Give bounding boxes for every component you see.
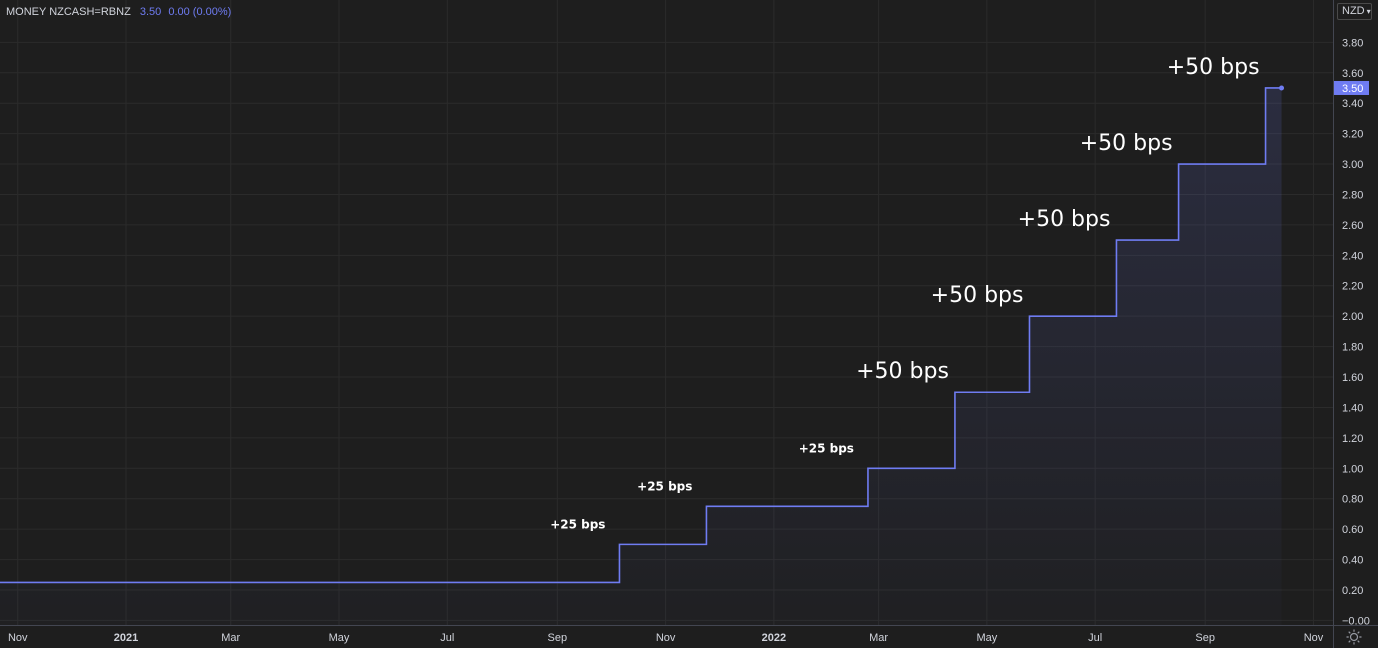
- annotation-label: +25 bps: [550, 517, 605, 531]
- y-tick-label: 0.80: [1342, 494, 1363, 506]
- y-tick-label: 3.80: [1342, 37, 1363, 49]
- y-tick-label: −0.00: [1342, 615, 1370, 627]
- x-tick-label: Jul: [440, 632, 454, 644]
- currency-selector[interactable]: NZD ▾: [1337, 3, 1372, 20]
- x-tick-label: 2022: [762, 632, 786, 644]
- x-tick-label: May: [329, 632, 350, 644]
- x-tick-label: Mar: [869, 632, 888, 644]
- gear-icon[interactable]: [1345, 628, 1363, 646]
- y-tick-label: 3.60: [1342, 68, 1363, 80]
- last-value: 3.50: [139, 6, 162, 18]
- y-tick-label: 1.20: [1342, 433, 1363, 445]
- area-fill: [0, 87, 1282, 625]
- x-tick-label: Nov: [8, 632, 28, 644]
- series-line: [0, 87, 1282, 584]
- x-tick-label: Nov: [656, 632, 676, 644]
- price-tag: [1334, 80, 1369, 95]
- chevron-down-icon: ▾: [1366, 7, 1371, 16]
- y-tick-label: 0.40: [1342, 555, 1363, 567]
- y-tick-label: 0.60: [1342, 524, 1363, 536]
- x-tick-label: 2021: [114, 632, 138, 644]
- annotations: +25 bps +25 bps +25 bps +50 bps +50 bps +50 b…: [550, 55, 1259, 531]
- y-tick-label: 3.40: [1342, 98, 1363, 110]
- y-axis: 3.80 3.60 3.40 3.20 3.00 2.80 2.60 2.40 2.20 2.00…: [1334, 37, 1370, 627]
- symbol-header: MONEY NZCASH=RBNZ 3.50 0.00 (0.00%): [6, 6, 231, 18]
- price-tag-label: 3.50: [1342, 83, 1363, 95]
- x-tick-label: Sep: [548, 632, 568, 644]
- y-tick-label: 3.00: [1342, 159, 1363, 171]
- annotation-label: +50 bps: [931, 283, 1024, 308]
- annotation-label: +25 bps: [637, 479, 692, 493]
- annotation-label: +50 bps: [1018, 207, 1111, 232]
- y-tick-label: 1.80: [1342, 342, 1363, 354]
- y-tick-label: 2.40: [1342, 250, 1363, 262]
- annotation-label: +50 bps: [1167, 55, 1260, 80]
- x-tick-label: Mar: [221, 632, 240, 644]
- annotation-label: +50 bps: [856, 359, 949, 384]
- x-tick-label: Nov: [1304, 632, 1324, 644]
- y-tick-label: 2.00: [1342, 311, 1363, 323]
- series-lines: [0, 85, 1285, 584]
- x-tick-label: May: [976, 632, 997, 644]
- annotation-label: +50 bps: [1080, 131, 1173, 156]
- y-tick-label: 0.20: [1342, 585, 1363, 597]
- y-tick-label: 1.00: [1342, 463, 1363, 475]
- x-tick-label: Jul: [1088, 632, 1102, 644]
- y-tick-label: 2.20: [1342, 281, 1363, 293]
- change-value: 0.00 (0.00%): [168, 6, 232, 18]
- y-tick-label: 2.60: [1342, 220, 1363, 232]
- x-axis: Nov 2021 Mar May Jul Sep Nov 2022 Mar May Jul Sep No…: [8, 632, 1324, 644]
- y-tick-label: 1.40: [1342, 402, 1363, 414]
- annotation-label: +25 bps: [799, 441, 854, 455]
- y-tick-label: 3.20: [1342, 129, 1363, 141]
- last-point-marker: [1279, 85, 1285, 91]
- y-tick-label: 2.80: [1342, 189, 1363, 201]
- symbol-name: MONEY NZCASH=RBNZ: [6, 6, 131, 18]
- series-area: [0, 87, 1282, 625]
- y-tick-label: 1.60: [1342, 372, 1363, 384]
- x-tick-label: Sep: [1195, 632, 1215, 644]
- currency-label: NZD: [1342, 5, 1365, 17]
